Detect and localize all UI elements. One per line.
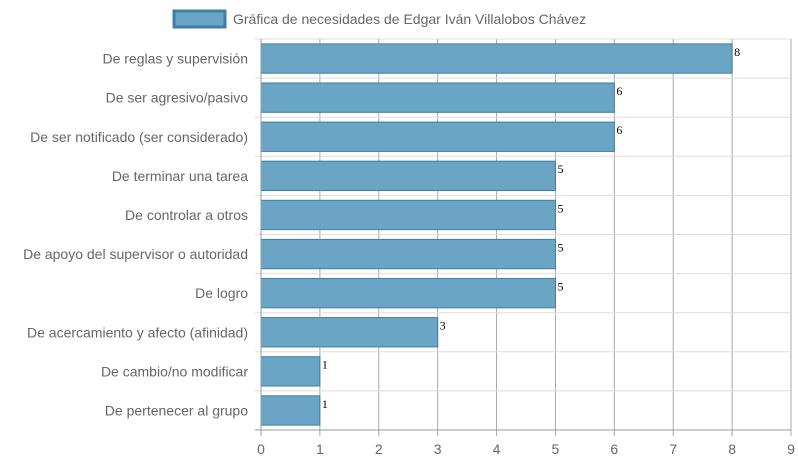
category-label: De cambio/no modificar <box>101 363 248 379</box>
legend-label: Gráfica de necesidades de Edgar Iván Vil… <box>233 11 586 27</box>
data-label: 5 <box>557 240 563 254</box>
x-tick-label: 0 <box>257 441 265 457</box>
x-tick-label: 5 <box>552 441 560 457</box>
category-label: De pertenecer al grupo <box>105 402 248 418</box>
bar[interactable] <box>260 395 321 426</box>
category-label: De terminar una tarea <box>112 168 248 184</box>
x-tick-label: 1 <box>316 441 324 457</box>
x-tick-label: 9 <box>787 441 795 457</box>
category-label: De controlar a otros <box>125 207 248 223</box>
data-label: 5 <box>557 201 563 215</box>
bar[interactable] <box>260 317 439 348</box>
x-tick-labels: 0 1 2 3 4 5 6 7 8 9 <box>257 441 795 457</box>
data-label: 1 <box>322 397 328 411</box>
category-label: De reglas y supervisión <box>102 51 248 67</box>
bar[interactable] <box>260 238 556 270</box>
bars <box>260 43 733 426</box>
data-label: 5 <box>557 162 563 176</box>
category-label: De acercamiento y afecto (afinidad) <box>27 324 248 340</box>
data-label: 6 <box>616 123 622 137</box>
legend[interactable]: Gráfica de necesidades de Edgar Iván Vil… <box>172 9 586 29</box>
bar[interactable] <box>260 82 615 113</box>
data-label: 6 <box>616 84 622 98</box>
data-label: 1 <box>322 358 328 372</box>
data-label: 5 <box>557 279 563 293</box>
category-labels: De reglas y supervisión De ser agresivo/p… <box>23 51 248 419</box>
data-label: 3 <box>440 319 446 333</box>
axes <box>255 39 791 431</box>
x-tick-label: 4 <box>493 441 501 457</box>
x-tick-label: 7 <box>669 441 677 457</box>
x-tick-label: 2 <box>375 441 383 457</box>
x-tick-label: 3 <box>434 441 442 457</box>
bar[interactable] <box>260 356 321 387</box>
bar[interactable] <box>260 121 615 152</box>
category-label: De ser notificado (ser considerado) <box>30 129 248 145</box>
bar[interactable] <box>260 199 556 231</box>
x-tick-label: 8 <box>728 441 736 457</box>
data-labels: 8 6 6 5 5 5 5 3 1 1 <box>322 45 740 411</box>
x-tick-label: 6 <box>610 441 618 457</box>
category-label: De ser agresivo/pasivo <box>106 90 249 106</box>
category-label: De logro <box>195 285 248 301</box>
bar[interactable] <box>260 160 556 192</box>
legend-swatch <box>172 9 227 29</box>
bar[interactable] <box>260 43 733 74</box>
category-label: De apoyo del supervisor o autoridad <box>23 246 248 262</box>
bar[interactable] <box>260 277 556 309</box>
data-label: 8 <box>734 45 740 59</box>
